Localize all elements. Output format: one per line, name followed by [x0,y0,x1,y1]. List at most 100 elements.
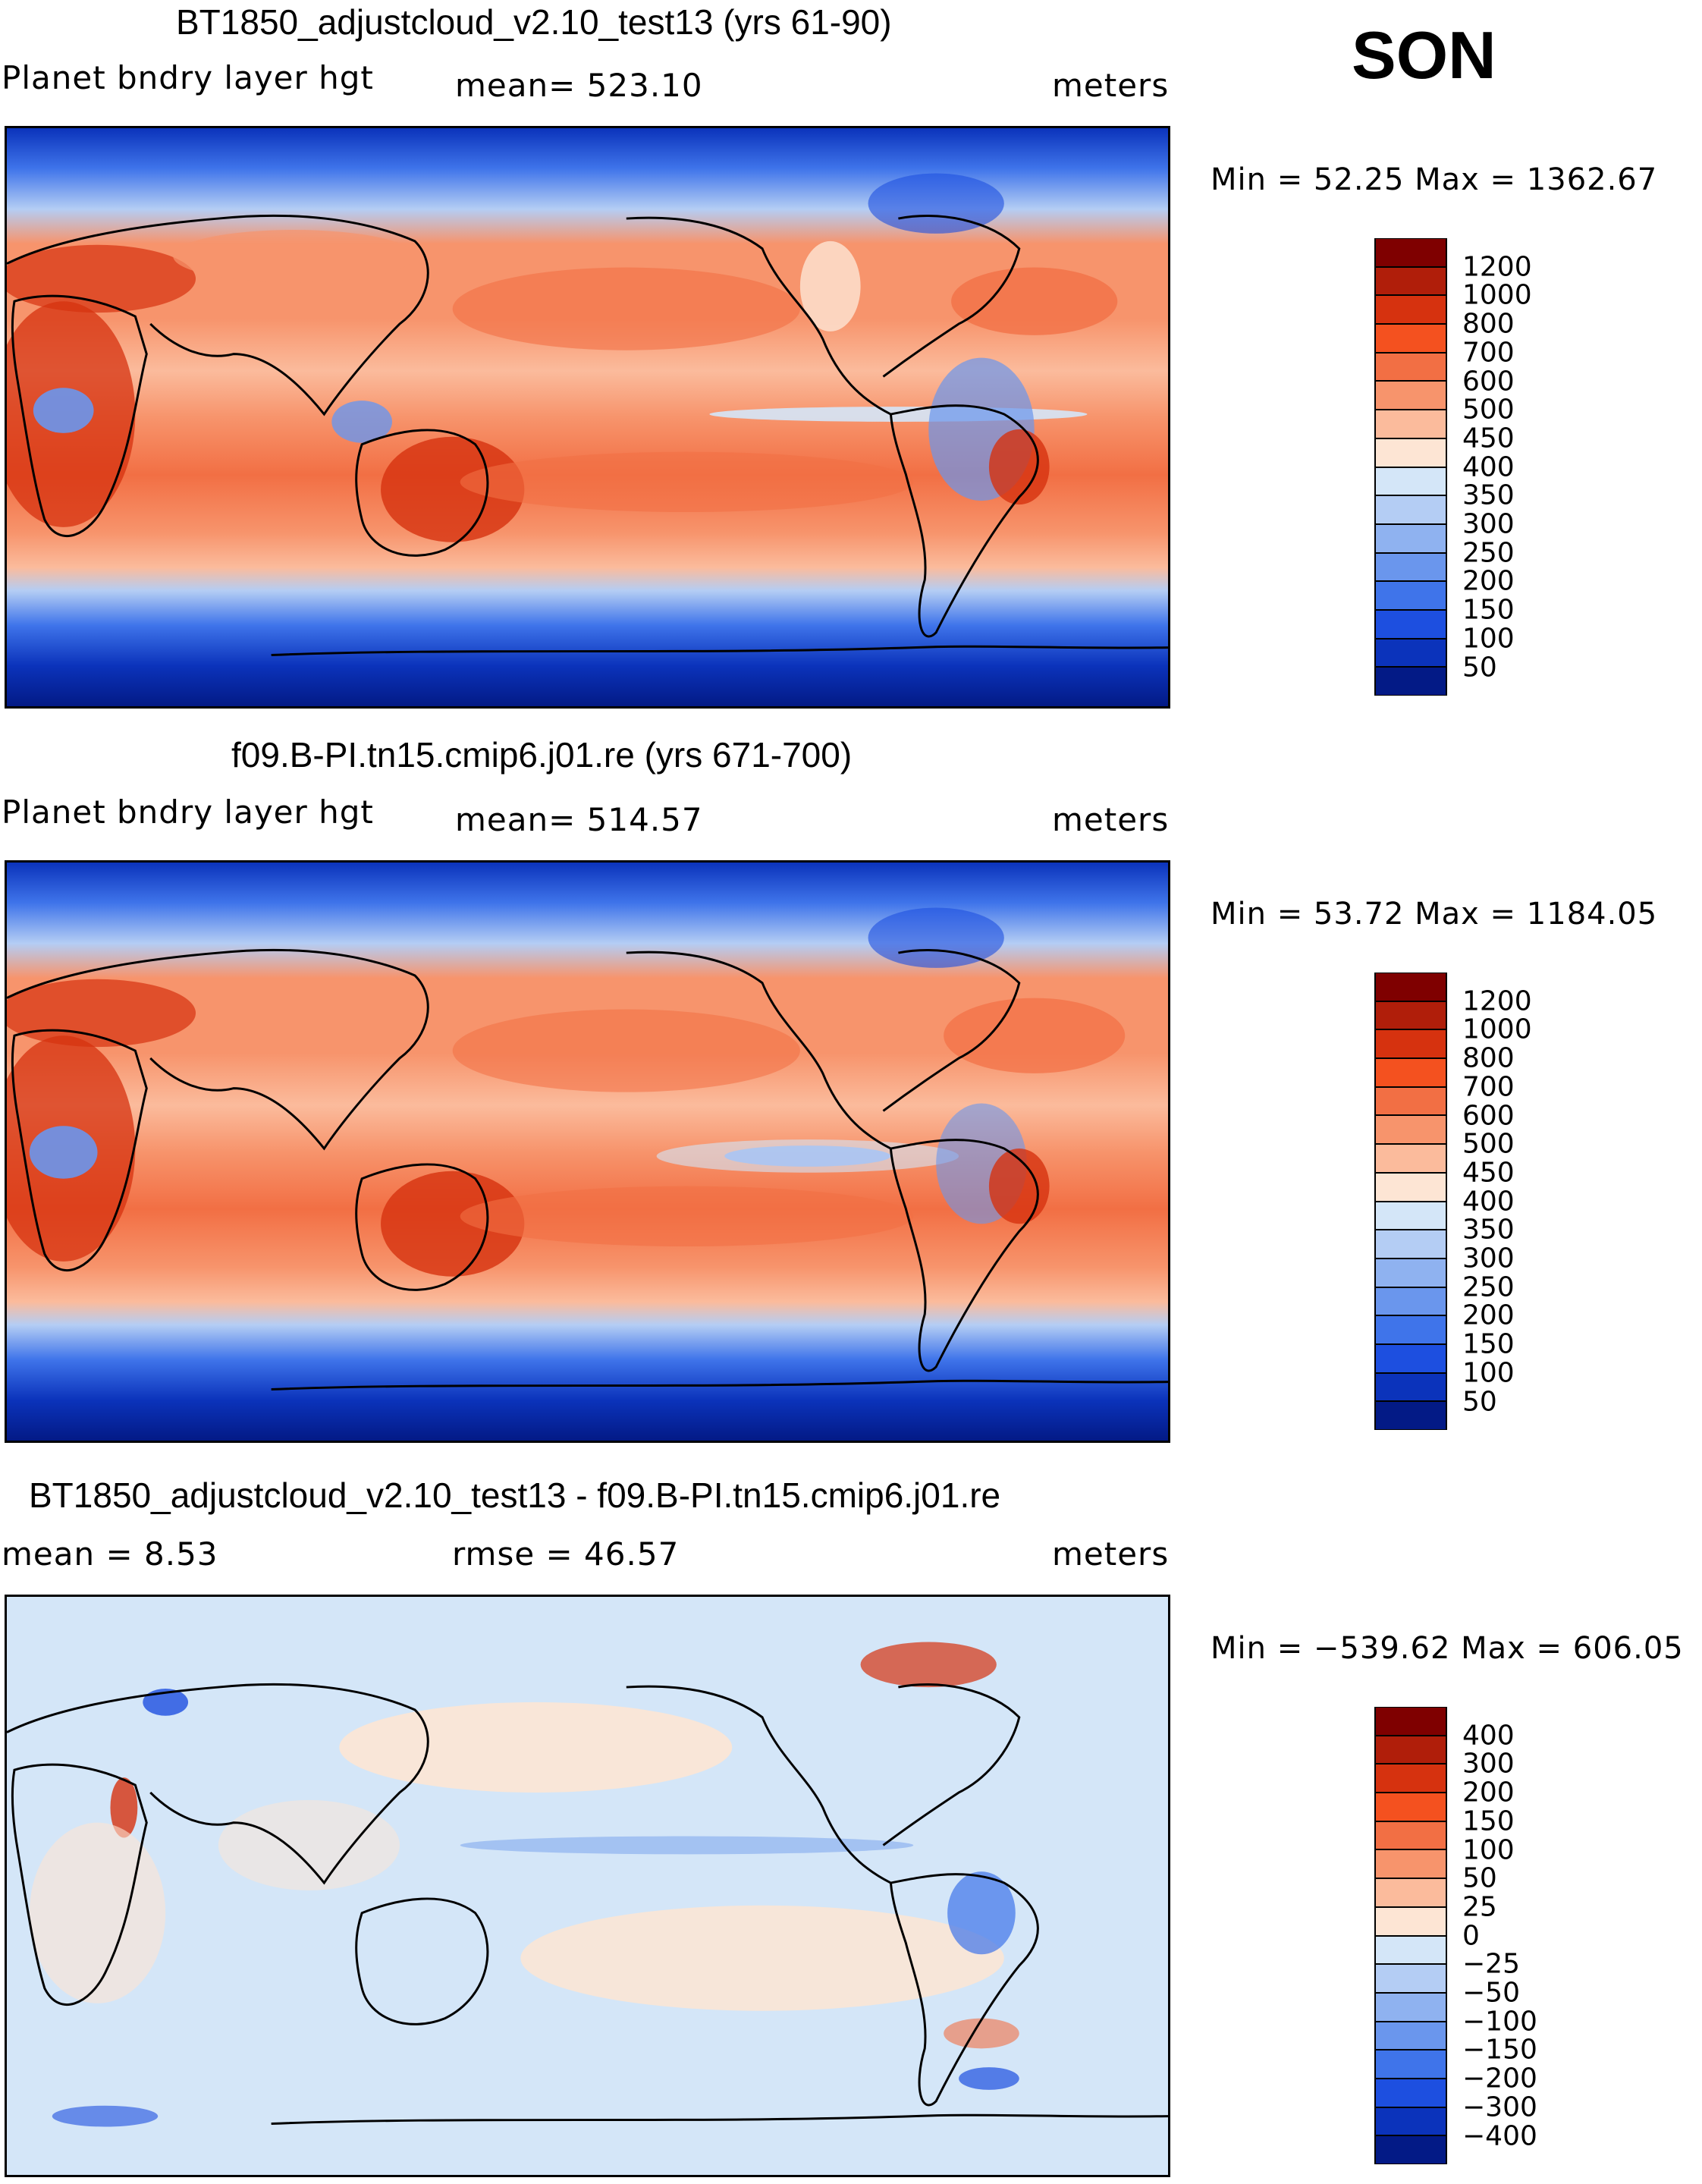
colorbar-swatch [1374,1906,1447,1936]
colorbar-swatch [1374,324,1447,353]
colorbar-label: 200 [1462,1299,1515,1331]
colorbar-swatch [1374,1001,1447,1030]
panel-1-variable-label: Planet bndry layer hgt [2,59,374,96]
colorbar-label: 150 [1462,1805,1515,1837]
panel-2-mean-label: mean= 514.57 [455,801,703,838]
colorbar-label: −300 [1462,2091,1537,2123]
colorbar-swatch [1374,1764,1447,1793]
colorbar-label: 50 [1462,1862,1497,1894]
colorbar-label: 400 [1462,1720,1515,1752]
colorbar-label: 300 [1462,1243,1515,1274]
colorbar-swatch [1374,1964,1447,1993]
colorbar-label: 150 [1462,594,1515,626]
colorbar-label: 250 [1462,1271,1515,1303]
colorbar-swatch [1374,523,1447,553]
colorbar-swatch [1374,1058,1447,1087]
colorbar-label: 250 [1462,537,1515,569]
colorbar-label: 400 [1462,451,1515,483]
colorbar-label: −100 [1462,2006,1537,2038]
colorbar-label: 100 [1462,623,1515,655]
colorbar-label: 700 [1462,337,1515,369]
colorbar-swatch [1374,1849,1447,1879]
colorbar-label: −50 [1462,1977,1520,2009]
colorbar-swatch [1374,1821,1447,1850]
panel-1-title: BT1850_adjustcloud_v2.10_test13 (yrs 61-… [176,2,892,42]
colorbar-swatch [1374,609,1447,639]
colorbar-swatch [1374,1230,1447,1259]
colorbar-swatch [1374,1935,1447,1965]
colorbar-swatch [1374,1878,1447,1907]
panel-2-features [7,907,1126,1277]
panel-3-map [5,1595,1170,2177]
colorbar-label: 1000 [1462,1013,1532,1045]
panel-3-coastlines [7,1683,1168,2126]
colorbar-label: 400 [1462,1186,1515,1218]
panel-3-rmse-label: rmse = 46.57 [452,1535,680,1573]
panel-1-coastlines [7,214,1168,657]
panel-1-minmax: Min = 52.25 Max = 1362.67 [1211,162,1658,197]
panel-2-units-label: meters [1052,801,1170,838]
panel-1-features [7,173,1118,542]
panel-1-map-canvas [7,128,1168,706]
colorbar-swatch [1374,1343,1447,1373]
colorbar-swatch [1374,581,1447,610]
panel-2-variable-label: Planet bndry layer hgt [2,793,374,831]
colorbar-swatch [1374,238,1447,267]
colorbar-swatch [1374,352,1447,382]
panel-3-colorbar: 400 300 200 150 100 50 25 0 −25 −50 −100 −150 −200 −3… [1374,1707,1537,2164]
colorbar-swatch [1374,1372,1447,1402]
colorbar-swatch [1374,2021,1447,2050]
colorbar-label: −150 [1462,2034,1537,2066]
colorbar-label: 600 [1462,366,1515,397]
colorbar-swatch [1374,381,1447,410]
colorbar-swatch [1374,467,1447,496]
colorbar-label: 350 [1462,1214,1515,1246]
colorbar-swatch [1374,1144,1447,1173]
colorbar-label: 200 [1462,1777,1515,1808]
panel-2-map-canvas [7,863,1168,1441]
colorbar-label: 300 [1462,508,1515,540]
panel-2-minmax: Min = 53.72 Max = 1184.05 [1211,897,1658,932]
panel-1-map [5,126,1170,709]
panel-1-units-label: meters [1052,67,1170,104]
panel-2-map [5,860,1170,1443]
colorbar-swatch [1374,1315,1447,1344]
colorbar-swatch [1374,495,1447,524]
colorbar-label: 150 [1462,1328,1515,1360]
panel-3-units-label: meters [1052,1535,1170,1573]
colorbar-label: 300 [1462,1748,1515,1780]
colorbar-swatch [1374,1992,1447,2022]
colorbar-swatch [1374,410,1447,438]
colorbar-label: 800 [1462,1042,1515,1074]
colorbar-swatch [1374,638,1447,668]
colorbar-swatch [1374,2135,1447,2164]
panel-3-mean-label: mean = 8.53 [2,1535,218,1573]
colorbar-swatch [1374,552,1447,582]
colorbar-swatch [1374,266,1447,296]
colorbar-label: 100 [1462,1357,1515,1389]
colorbar-swatch [1374,1793,1447,1821]
colorbar-swatch [1374,1115,1447,1145]
panel-3-title: BT1850_adjustcloud_v2.10_test13 - f09.B-… [29,1475,1001,1515]
colorbar-swatch [1374,973,1447,1001]
colorbar-swatch [1374,1401,1447,1430]
panel-3-map-canvas [7,1597,1168,2175]
colorbar-label: 0 [1462,1920,1480,1952]
colorbar-label: 500 [1462,394,1515,426]
colorbar-swatch [1374,2050,1447,2079]
colorbar-swatch [1374,438,1447,467]
colorbar-swatch [1374,1086,1447,1116]
colorbar-label: 700 [1462,1071,1515,1103]
colorbar-label: 350 [1462,479,1515,511]
colorbar-label: −400 [1462,2120,1537,2151]
colorbar-swatch [1374,1287,1447,1316]
colorbar-swatch [1374,667,1447,696]
colorbar-label: 500 [1462,1128,1515,1160]
panel-3-features [29,1642,1019,2127]
panel-2-title: f09.B-PI.tn15.cmip6.j01.re (yrs 671-700) [231,735,853,775]
colorbar-swatch [1374,1707,1447,1736]
panel-1-colorbar: 1200 1000 800 700 600 500 450 400 350 300 250 200 15… [1374,238,1532,696]
panel-2-colorbar: 1200 1000 800 700 600 500 450 400 350 300 250 200 15… [1374,973,1532,1430]
colorbar-swatch [1374,1735,1447,1764]
colorbar-label: 600 [1462,1100,1515,1131]
